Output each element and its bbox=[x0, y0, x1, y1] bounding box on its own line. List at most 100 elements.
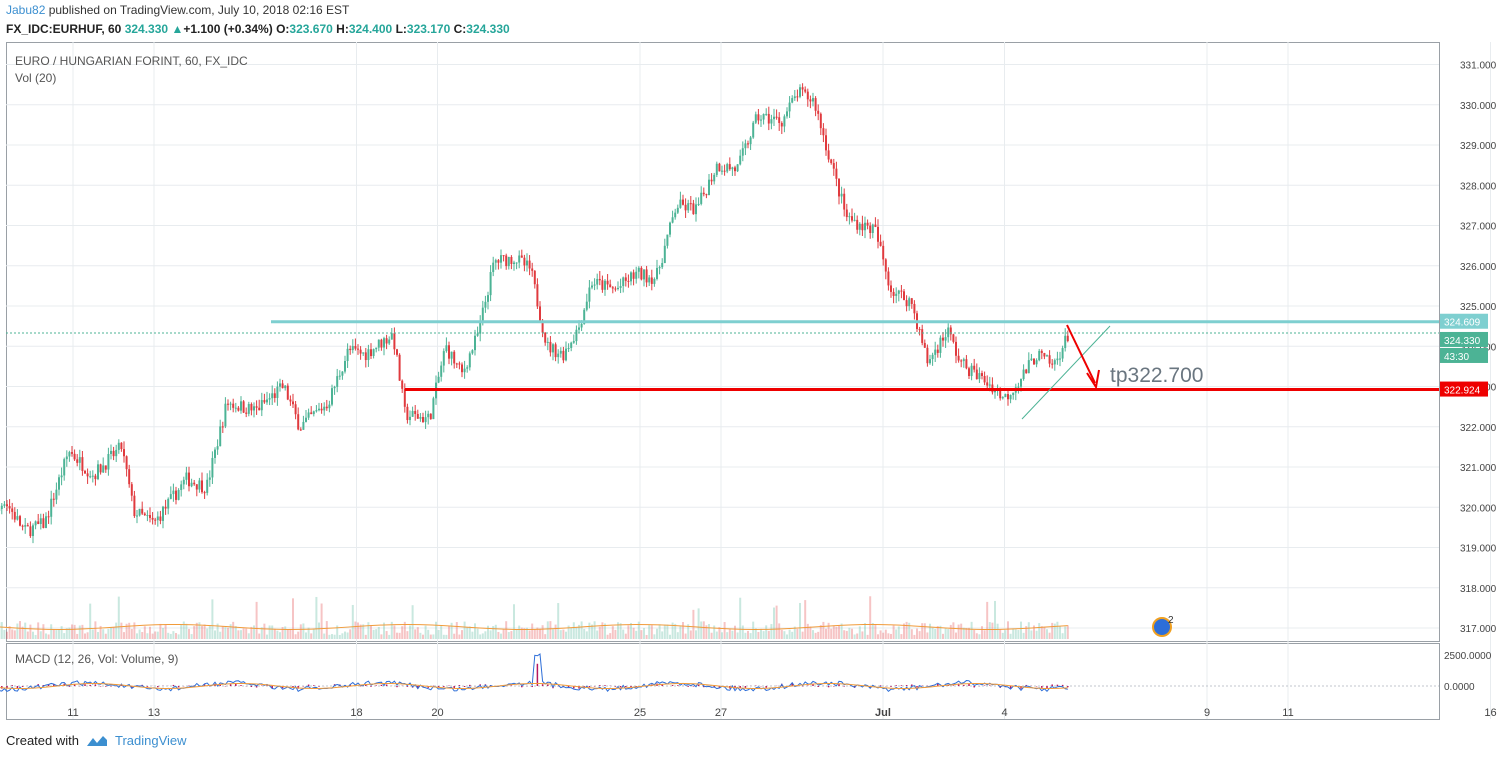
events-badge[interactable]: 2 bbox=[1152, 615, 1174, 637]
candle-body bbox=[359, 349, 362, 354]
candle-body bbox=[240, 401, 242, 411]
volume-bar bbox=[856, 633, 859, 639]
volume-bar bbox=[596, 630, 599, 639]
volume-bar bbox=[1009, 633, 1012, 639]
candle-body bbox=[484, 301, 487, 308]
volume-bar bbox=[892, 625, 895, 639]
volume-bar bbox=[734, 625, 736, 639]
resistance-price-tag-text: 324.609 bbox=[1444, 318, 1481, 329]
volume-bar bbox=[198, 622, 201, 639]
candle-body bbox=[466, 367, 469, 369]
candle-body bbox=[523, 257, 526, 266]
x-tick-label: 25 bbox=[634, 707, 646, 719]
candle-body bbox=[21, 525, 24, 527]
volume-bar bbox=[263, 623, 266, 639]
volume-bar bbox=[497, 631, 500, 639]
volume-bar bbox=[8, 626, 11, 639]
volume-bar bbox=[216, 623, 219, 639]
candle-body bbox=[1061, 348, 1064, 359]
candle-body bbox=[286, 385, 289, 400]
price-axis[interactable]: 317.000 318.000 319.000 320.000 321.000 322.0… bbox=[1444, 61, 1497, 694]
candle-body bbox=[1046, 355, 1048, 357]
candle-body bbox=[926, 347, 929, 364]
candle-body bbox=[50, 498, 53, 517]
candle-body bbox=[676, 207, 679, 213]
y-tick-label: 327.000 bbox=[1460, 222, 1497, 233]
volume-bar bbox=[708, 624, 710, 639]
volume-bar bbox=[747, 630, 749, 639]
volume-bar bbox=[765, 625, 768, 639]
candle-body bbox=[60, 475, 63, 478]
chart-title: EURO / HUNGARIAN FORINT, 60, FX_IDC bbox=[15, 54, 248, 68]
volume-bar bbox=[549, 621, 552, 639]
candle-body bbox=[526, 260, 528, 266]
candle-body bbox=[710, 179, 713, 182]
candle-body bbox=[320, 408, 323, 411]
candle-body bbox=[440, 365, 443, 377]
volume-bar bbox=[916, 628, 918, 639]
volume-bar bbox=[926, 632, 929, 639]
volume-bar bbox=[981, 626, 983, 639]
candle-body bbox=[354, 346, 357, 349]
candle-body bbox=[650, 277, 653, 284]
volume-bar bbox=[325, 621, 328, 639]
volume-bar bbox=[367, 622, 370, 639]
volume-bar bbox=[864, 623, 866, 639]
volume-bar bbox=[624, 633, 627, 639]
volume-bar bbox=[1017, 630, 1020, 639]
price-chart[interactable]: 317.000 318.000 319.000 320.000 321.000 322.0… bbox=[0, 0, 1508, 730]
candle-body bbox=[58, 477, 60, 490]
volume-bar bbox=[422, 634, 424, 639]
volume-bar bbox=[185, 623, 188, 639]
volume-bar bbox=[718, 627, 721, 639]
candle-body bbox=[281, 383, 284, 389]
volume-bar bbox=[565, 631, 567, 639]
y-tick-label: 317.000 bbox=[1460, 624, 1497, 635]
candle-body bbox=[705, 194, 708, 196]
volume-bar bbox=[203, 624, 206, 639]
volume-bar bbox=[507, 632, 510, 639]
author-link[interactable]: Jabu82 bbox=[6, 3, 46, 17]
tradingview-link[interactable]: TradingView bbox=[114, 733, 187, 748]
volume-bar bbox=[505, 621, 508, 639]
calendar-icon[interactable] bbox=[1152, 617, 1172, 637]
volume-bar bbox=[983, 630, 986, 639]
volume-bar bbox=[669, 634, 671, 639]
candle-body bbox=[341, 371, 344, 376]
volume-bar bbox=[208, 625, 211, 639]
volume-bar bbox=[146, 633, 149, 639]
volume-bar bbox=[632, 627, 635, 639]
open-value: 323.670 bbox=[289, 22, 333, 36]
candle-body bbox=[1038, 350, 1041, 361]
volume-bar bbox=[112, 627, 115, 639]
candle-body bbox=[84, 470, 86, 474]
volume-bar bbox=[164, 624, 167, 639]
volume-bar bbox=[193, 626, 196, 639]
candle-body bbox=[76, 459, 79, 463]
volume-bar bbox=[609, 633, 612, 639]
volume-bar bbox=[791, 631, 794, 639]
volume-bar bbox=[227, 627, 229, 639]
candle-body bbox=[63, 459, 66, 476]
candle-body bbox=[169, 494, 172, 499]
volume-bar bbox=[403, 621, 406, 639]
time-axis[interactable]: 111318202527Jul49111618 bbox=[67, 707, 1508, 719]
volume-bar bbox=[453, 633, 456, 639]
candle-body bbox=[1025, 369, 1028, 374]
volume-bar bbox=[578, 624, 580, 639]
volume-bar bbox=[786, 634, 788, 639]
volume-bar bbox=[663, 624, 666, 639]
candle-body bbox=[648, 277, 651, 283]
volume-bar bbox=[492, 626, 495, 639]
volume-bar bbox=[531, 623, 534, 639]
last-price: 324.330 bbox=[124, 22, 169, 36]
candle-body bbox=[619, 286, 622, 288]
volume-bar bbox=[936, 626, 939, 639]
volume-bar bbox=[851, 628, 853, 639]
candle-body bbox=[747, 143, 749, 145]
candle-body bbox=[981, 373, 983, 377]
candle-body bbox=[130, 484, 133, 496]
volume-bar bbox=[942, 633, 944, 639]
volume-bar bbox=[1004, 630, 1007, 639]
volume-bar bbox=[487, 625, 489, 639]
